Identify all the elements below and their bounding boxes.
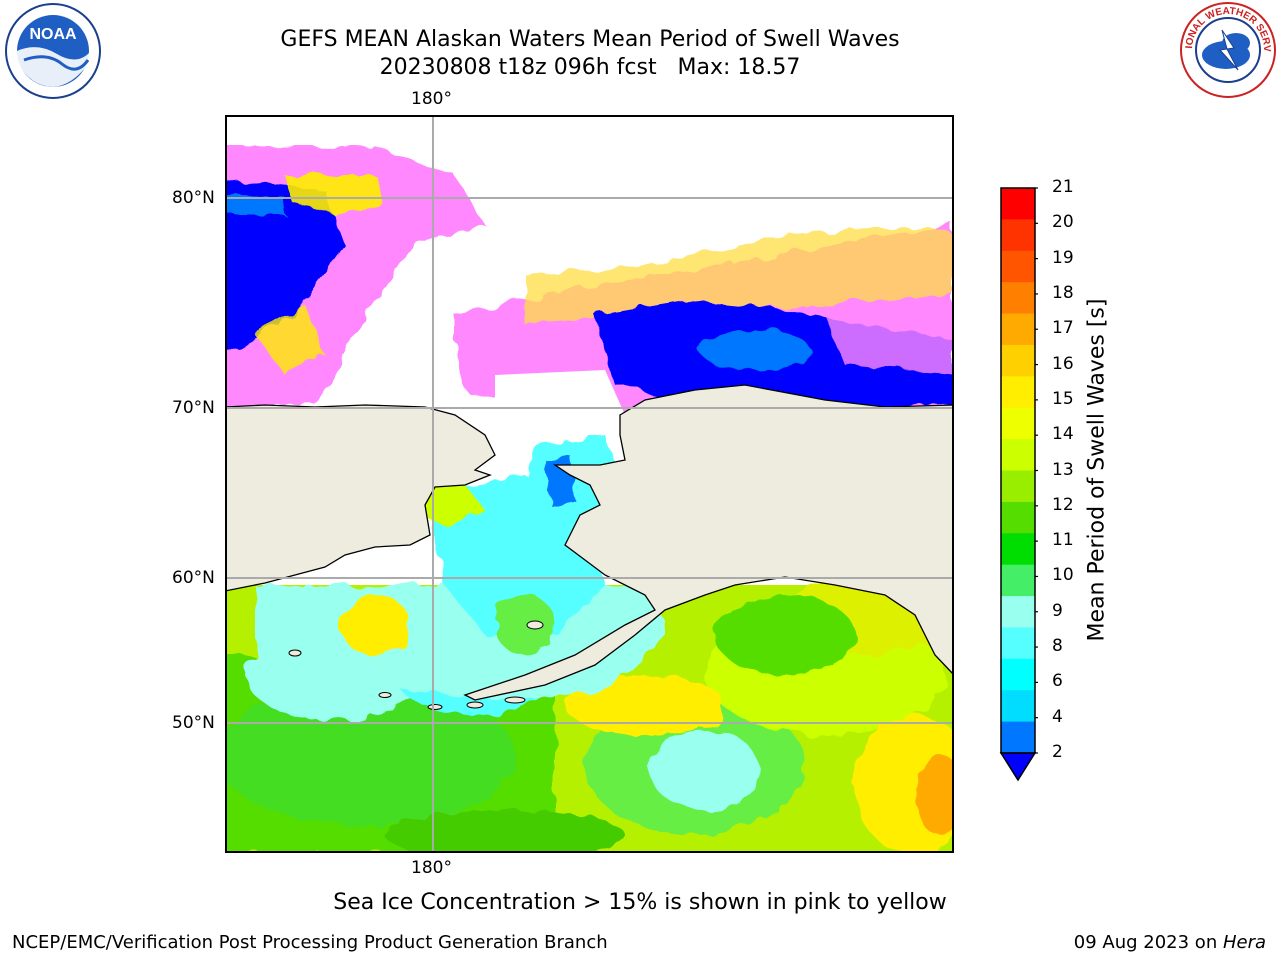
generation-date: 09 Aug 2023 on Hera	[1074, 932, 1266, 953]
colorbar-segment	[1001, 313, 1035, 346]
chart-subtitle: 20230808 t18z 096h fcst Max: 18.57	[379, 55, 801, 80]
colorbar-tick-label: 17	[1052, 318, 1074, 339]
colorbar-segment	[1001, 721, 1035, 754]
colorbar-tick-label: 12	[1052, 494, 1074, 515]
national-weather-service-logo: NATIONAL WEATHER SERVICE	[1178, 0, 1276, 98]
colorbar-tick-label: 16	[1052, 353, 1074, 374]
colorbar-tick-label: 2	[1052, 742, 1063, 762]
colorbar-segment	[1001, 188, 1035, 220]
colorbar-segment	[1001, 564, 1035, 597]
producer-credit: NCEP/EMC/Verification Post Processing Pr…	[12, 932, 608, 953]
land-alaska	[463, 384, 954, 701]
colorbar-segment	[1001, 658, 1035, 691]
host-name: Hera	[1222, 932, 1266, 953]
longitude-label-top: 180°	[411, 89, 452, 109]
colorbar-tick-label: 11	[1052, 530, 1074, 551]
colorbar-tick-label: 6	[1052, 671, 1063, 692]
colorbar-segment	[1001, 250, 1035, 283]
colorbar-tick-label: 14	[1052, 424, 1074, 445]
colorbar-segment	[1001, 533, 1035, 566]
colorbar-segment	[1001, 596, 1035, 628]
swell-period-map	[225, 115, 954, 853]
noaa-logo: NOAA	[5, 3, 101, 99]
generation-date-text: 09 Aug 2023 on	[1073, 932, 1223, 953]
noaa-logo-text: NOAA	[29, 26, 77, 43]
colorbar-segment	[1001, 470, 1035, 503]
latitude-label-60n: 60°N	[172, 568, 215, 588]
latitude-label-70n: 70°N	[172, 398, 215, 418]
colorbar-segment	[1001, 501, 1035, 534]
latitude-label-80n: 80°N	[172, 188, 215, 208]
colorbar-segment	[1001, 627, 1035, 660]
colorbar-label: Mean Period of Swell Waves [s]	[1084, 298, 1110, 642]
graticule	[225, 115, 954, 853]
colorbar-tick-label: 15	[1052, 388, 1074, 409]
colorbar-segment	[1001, 219, 1035, 252]
colorbar-tick-label: 19	[1052, 247, 1074, 268]
colorbar-tick-label: 10	[1052, 565, 1074, 586]
colorbar-tick-label: 8	[1052, 636, 1063, 657]
latitude-label-50n: 50°N	[172, 713, 215, 733]
colorbar	[999, 187, 1038, 782]
colorbar-extension	[999, 752, 1037, 782]
colorbar-tick-label: 21	[1052, 177, 1074, 197]
colorbar-tick-label: 18	[1052, 282, 1074, 303]
colorbar-tick-label: 9	[1052, 600, 1063, 621]
longitude-label-bottom: 180°	[411, 858, 452, 878]
colorbar-tick-label: 4	[1052, 706, 1063, 727]
colorbar-segment	[1001, 344, 1035, 377]
colorbar-tick-label: 20	[1052, 212, 1074, 233]
chart-title: GEFS MEAN Alaskan Waters Mean Period of …	[280, 27, 900, 52]
sea-ice-note: Sea Ice Concentration > 15% is shown in …	[333, 890, 947, 915]
colorbar-segment	[1001, 282, 1035, 315]
colorbar-tick-label: 13	[1052, 459, 1074, 480]
colorbar-segment	[1001, 376, 1035, 409]
colorbar-segment	[1001, 407, 1035, 440]
colorbar-segment	[1001, 439, 1035, 471]
colorbar-segment	[1001, 690, 1035, 723]
